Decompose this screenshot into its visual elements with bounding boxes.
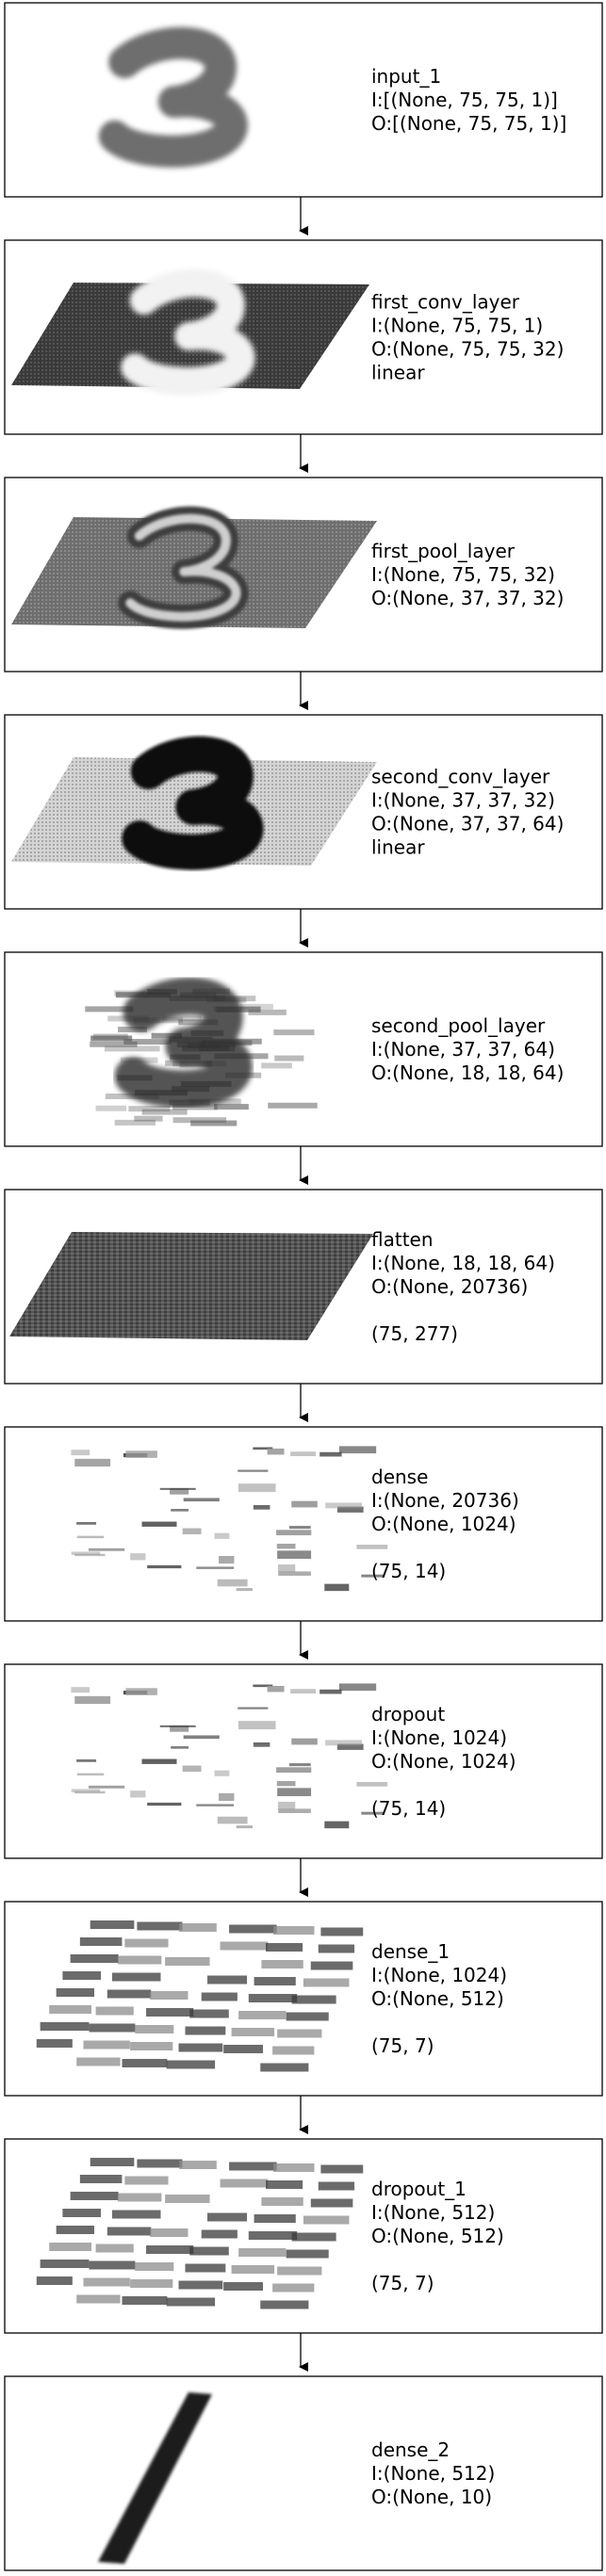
layer-block-input_1: input_1I:[(None, 75, 75, 1)]O:[(None, 75… [4, 2, 603, 198]
feature-map-plane [9, 1232, 373, 1340]
input-shape: I:(None, 1024) [371, 1964, 507, 1986]
layer-name: dense_2 [371, 2438, 450, 2461]
layer-visualization [11, 268, 369, 396]
input-shape: I:(None, 75, 75, 32) [371, 563, 555, 586]
layer-visualization [36, 1920, 364, 2072]
input-shape: I:(None, 37, 37, 32) [371, 789, 555, 812]
output-shape: O:(None, 75, 75, 32) [371, 338, 564, 361]
output-shape: O:[(None, 75, 75, 1)] [371, 112, 566, 135]
output-shape: O:(None, 37, 37, 32) [371, 587, 564, 609]
input-shape: I:(None, 75, 75, 1) [371, 315, 543, 337]
layer-visualization [11, 736, 377, 870]
layer-name: input_1 [371, 65, 441, 88]
activation-label: linear [371, 362, 425, 384]
output-shape: O:(None, 18, 18, 64) [371, 1061, 564, 1084]
layer-block-dropout_1: dropout_1I:(None, 512)O:(None, 512) (75, … [4, 2138, 603, 2334]
input-shape: I:(None, 1024) [371, 1726, 507, 1749]
viz-shape: (75, 277) [371, 1322, 458, 1345]
layer-name: first_conv_layer [371, 291, 520, 314]
layer-box [4, 2, 603, 198]
output-shape: O:(None, 37, 37, 64) [371, 813, 564, 835]
layer-name: first_pool_layer [371, 540, 516, 562]
input-shape: I:(None, 20736) [371, 1489, 519, 1512]
input-shape: I:(None, 37, 37, 64) [371, 1038, 555, 1061]
output-bar [98, 2392, 212, 2564]
layer-name: dense_1 [371, 1940, 450, 1963]
layer-name: second_pool_layer [371, 1014, 546, 1037]
input-shape: I:(None, 512) [371, 2201, 495, 2224]
layer-visualization [9, 1232, 373, 1340]
layer-visualization [36, 2158, 364, 2309]
layer-block-dense_2: dense_2I:(None, 512)O:(None, 10) [4, 2375, 603, 2571]
activation-label: linear [371, 836, 425, 859]
layer-visualization [98, 26, 248, 168]
viz-shape: (75, 14) [371, 1560, 446, 1582]
layer-visualization [85, 977, 318, 1126]
layer-name: dropout [371, 1703, 445, 1725]
layer-name: dropout_1 [371, 2178, 467, 2200]
output-shape: O:(None, 10) [371, 2486, 492, 2508]
layer-visualization [71, 1683, 388, 1829]
output-shape: O:(None, 1024) [371, 1513, 516, 1535]
output-shape: O:(None, 20736) [371, 1275, 528, 1298]
viz-shape: (75, 14) [371, 1797, 446, 1820]
input-shape: I:(None, 18, 18, 64) [371, 1252, 555, 1274]
input-shape: I:(None, 512) [371, 2462, 495, 2485]
layer-name: flatten [371, 1228, 434, 1251]
layer-name: second_conv_layer [371, 766, 550, 788]
layer-name: dense [371, 1466, 428, 1488]
viz-shape: (75, 7) [371, 2272, 434, 2294]
output-shape: O:(None, 1024) [371, 1750, 516, 1773]
layer-block-dense_1: dense_1I:(None, 1024)O:(None, 512) (75, 7… [4, 1901, 603, 2097]
layer-visualization [98, 2392, 212, 2564]
output-shape: O:(None, 512) [371, 1987, 504, 2010]
layer-box [4, 2375, 603, 2571]
input-shape: I:[(None, 75, 75, 1)] [371, 89, 558, 111]
output-shape: O:(None, 512) [371, 2225, 504, 2247]
layer-visualization [11, 506, 377, 629]
viz-shape: (75, 7) [371, 2034, 434, 2057]
layer-visualization [71, 1446, 388, 1592]
layer-box [4, 951, 603, 1147]
